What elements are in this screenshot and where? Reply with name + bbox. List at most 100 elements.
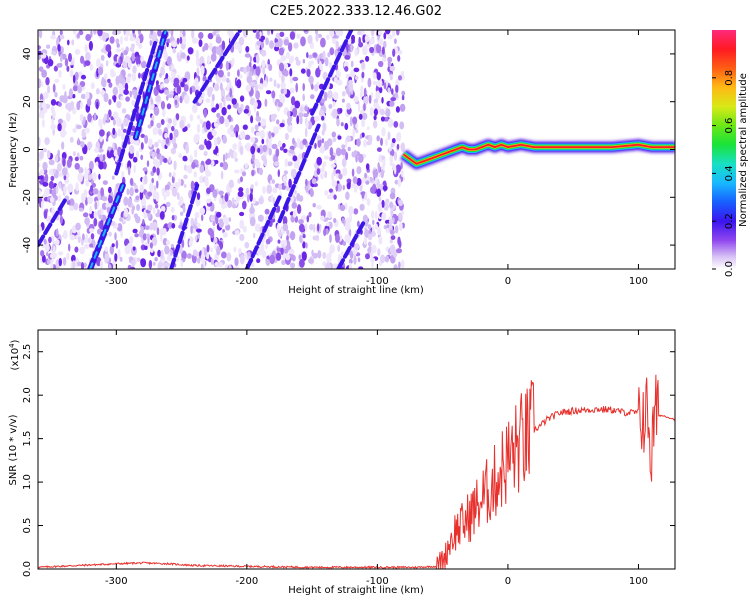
noise-dot: [361, 118, 366, 128]
noise-dot: [222, 134, 227, 144]
noise-dot: [327, 211, 333, 219]
noise-dot: [166, 123, 172, 129]
noise-dot: [185, 144, 189, 154]
noise-dot: [298, 223, 305, 233]
noise-dot: [265, 243, 268, 250]
noise-dot: [388, 146, 392, 152]
y-tick-label: 1.5: [22, 431, 33, 447]
noise-dot: [168, 172, 172, 178]
noise-dot: [80, 93, 86, 99]
noise-dot: [396, 30, 400, 36]
noise-dot: [327, 52, 331, 58]
noise-dot: [72, 151, 76, 157]
noise-dot: [115, 38, 120, 45]
noise-dot: [38, 224, 42, 234]
noise-dot: [339, 204, 346, 211]
noise-dot: [355, 122, 359, 129]
noise-dot: [131, 99, 136, 107]
noise-dot: [130, 43, 135, 48]
noise-dot: [58, 194, 61, 203]
noise-dot: [234, 229, 240, 236]
x-tick-label: -100: [366, 276, 389, 287]
noise-dot: [264, 208, 270, 215]
noise-dot: [362, 34, 366, 43]
noise-dot: [306, 215, 310, 223]
noise-dot: [80, 192, 86, 203]
noise-dot: [38, 162, 41, 168]
noise-dot: [205, 159, 212, 165]
noise-dot: [151, 236, 158, 247]
noise-dot: [235, 131, 239, 138]
noise-dot: [180, 259, 183, 268]
noise-dot: [129, 90, 132, 98]
noise-dot: [281, 74, 285, 83]
noise-dot: [189, 87, 193, 95]
noise-streak: [169, 183, 200, 269]
noise-dot: [397, 55, 401, 62]
noise-dot: [225, 96, 232, 102]
noise-dot: [392, 48, 396, 57]
noise-dot: [86, 98, 92, 107]
noise-dot: [140, 55, 144, 63]
scale-label-prefix: (x10: [10, 348, 21, 371]
noise-dot: [77, 172, 83, 183]
noise-dot: [199, 56, 205, 66]
noise-dot: [301, 251, 307, 261]
noise-dot: [377, 226, 382, 236]
noise-dot: [312, 252, 318, 259]
noise-dot: [62, 157, 66, 167]
noise-dot: [156, 148, 160, 155]
noise-dot: [389, 192, 396, 200]
noise-dot: [220, 82, 223, 91]
snr-frame: [37, 329, 676, 570]
noise-dot: [329, 30, 335, 38]
noise-dot: [362, 112, 368, 120]
noise-dot: [328, 188, 333, 193]
noise-dot: [140, 142, 144, 150]
noise-dot: [106, 113, 110, 124]
noise-dot: [249, 216, 256, 227]
noise-dot: [159, 156, 163, 166]
noise-dot: [250, 262, 255, 268]
noise-dot: [255, 161, 261, 169]
noise-dot: [239, 219, 245, 229]
noise-dot: [207, 55, 211, 65]
noise-dot: [247, 194, 250, 203]
noise-dot: [352, 37, 355, 43]
noise-dot: [85, 168, 90, 175]
noise-dot: [283, 170, 288, 175]
noise-dot: [98, 161, 104, 170]
noise-dot: [225, 152, 228, 160]
noise-dot: [139, 184, 144, 193]
noise-dot: [356, 138, 361, 147]
noise-dot: [111, 243, 115, 248]
noise-dot: [381, 212, 387, 221]
noise-dot: [96, 58, 101, 68]
colorbar-ticks: 0.0 0.2 0.4 0.6 0.8: [712, 70, 735, 277]
noise-dot: [354, 47, 358, 57]
noise-dot: [104, 253, 108, 263]
noise-dot: [265, 238, 271, 245]
noise-dot: [278, 47, 285, 56]
noise-dot: [368, 229, 372, 235]
noise-dot: [170, 147, 177, 155]
noise-dot: [231, 98, 237, 105]
noise-dot: [228, 264, 232, 269]
noise-dot: [234, 169, 240, 174]
noise-dot: [119, 256, 123, 262]
noise-dot: [97, 148, 104, 153]
noise-dot: [306, 52, 309, 59]
noise-dot: [324, 190, 329, 196]
noise-dot: [207, 32, 214, 40]
noise-dot: [78, 30, 84, 36]
noise-dot: [289, 68, 293, 77]
noise-dot: [396, 143, 400, 150]
noise-dot: [299, 106, 304, 112]
noise-dot: [289, 55, 295, 63]
noise-dot: [205, 98, 211, 104]
noise-dot: [292, 107, 298, 118]
noise-dot: [300, 36, 306, 47]
noise-dot: [287, 161, 293, 167]
noise-dot: [242, 200, 247, 210]
noise-dot: [106, 132, 109, 139]
